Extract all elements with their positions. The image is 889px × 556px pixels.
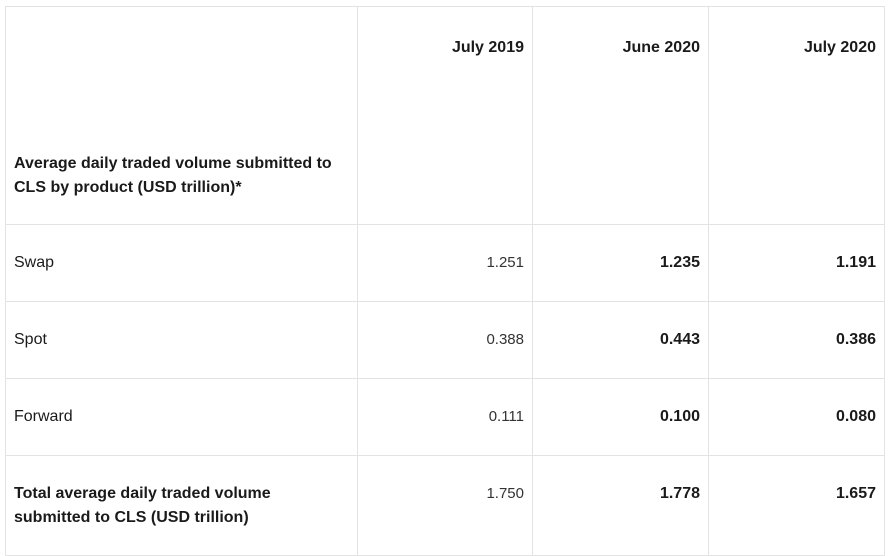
value-june-2020: 1.235 xyxy=(532,224,709,302)
value-june-2020: 0.443 xyxy=(532,301,709,379)
total-july-2019: 1.750 xyxy=(357,455,533,556)
row-label: Swap xyxy=(5,224,358,302)
header-product-label: Average daily traded volume submitted to… xyxy=(5,6,358,225)
column-header-july-2020: July 2020 xyxy=(708,6,885,225)
row-label: Spot xyxy=(5,301,358,379)
total-july-2020: 1.657 xyxy=(708,455,885,556)
value-july-2020: 0.386 xyxy=(708,301,885,379)
table-row-spot: Spot 0.388 0.443 0.386 xyxy=(5,301,885,379)
value-july-2019: 0.111 xyxy=(357,378,533,456)
total-row-label: Total average daily traded volume submit… xyxy=(5,455,358,556)
value-july-2020: 0.080 xyxy=(708,378,885,456)
value-july-2019: 0.388 xyxy=(357,301,533,379)
value-june-2020: 0.100 xyxy=(532,378,709,456)
table-row-swap: Swap 1.251 1.235 1.191 xyxy=(5,224,885,302)
value-july-2020: 1.191 xyxy=(708,224,885,302)
total-june-2020: 1.778 xyxy=(532,455,709,556)
column-header-july-2019: July 2019 xyxy=(357,6,533,225)
cls-volume-table: Average daily traded volume submitted to… xyxy=(5,6,885,556)
table-header-row: Average daily traded volume submitted to… xyxy=(5,6,885,225)
value-july-2019: 1.251 xyxy=(357,224,533,302)
table-row-total: Total average daily traded volume submit… xyxy=(5,455,885,556)
column-header-june-2020: June 2020 xyxy=(532,6,709,225)
row-label: Forward xyxy=(5,378,358,456)
table-row-forward: Forward 0.111 0.100 0.080 xyxy=(5,378,885,456)
